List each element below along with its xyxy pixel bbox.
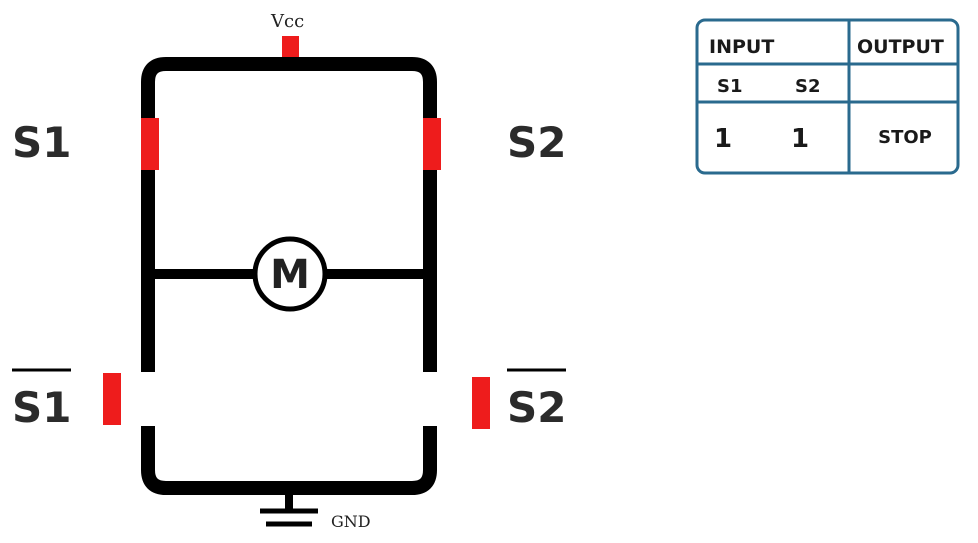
- lower-bridge-wire: [141, 426, 437, 495]
- truth-table: INPUT OUTPUT S1 S2 1 1 STOP: [695, 18, 960, 175]
- switch-s1-bar-bottom: [103, 373, 121, 425]
- table-cell-output: STOP: [878, 127, 932, 148]
- table-col-s1: S1: [717, 76, 743, 97]
- upper-bridge-wire: [141, 57, 437, 372]
- table-header-output: OUTPUT: [857, 36, 944, 58]
- gnd-label: GND: [331, 512, 371, 531]
- label-s1-bar: S1: [12, 383, 71, 432]
- switch-s2-top: [423, 118, 441, 170]
- label-s1-top: S1: [12, 118, 71, 167]
- table-cell-s1: 1: [714, 124, 732, 154]
- table-col-s2: S2: [795, 76, 821, 97]
- motor-label: M: [270, 252, 310, 298]
- motor-symbol: [252, 236, 328, 312]
- switch-s2-bar-bottom: [472, 377, 490, 429]
- label-s2-top: S2: [507, 118, 566, 167]
- table-cell-s2: 1: [791, 124, 809, 154]
- vcc-terminal: [282, 36, 299, 58]
- vcc-label: Vcc: [270, 11, 304, 32]
- table-header-input: INPUT: [709, 36, 774, 58]
- switch-s1-top: [141, 118, 159, 170]
- label-s2-bar: S2: [507, 383, 566, 432]
- truth-table-border: [695, 18, 960, 175]
